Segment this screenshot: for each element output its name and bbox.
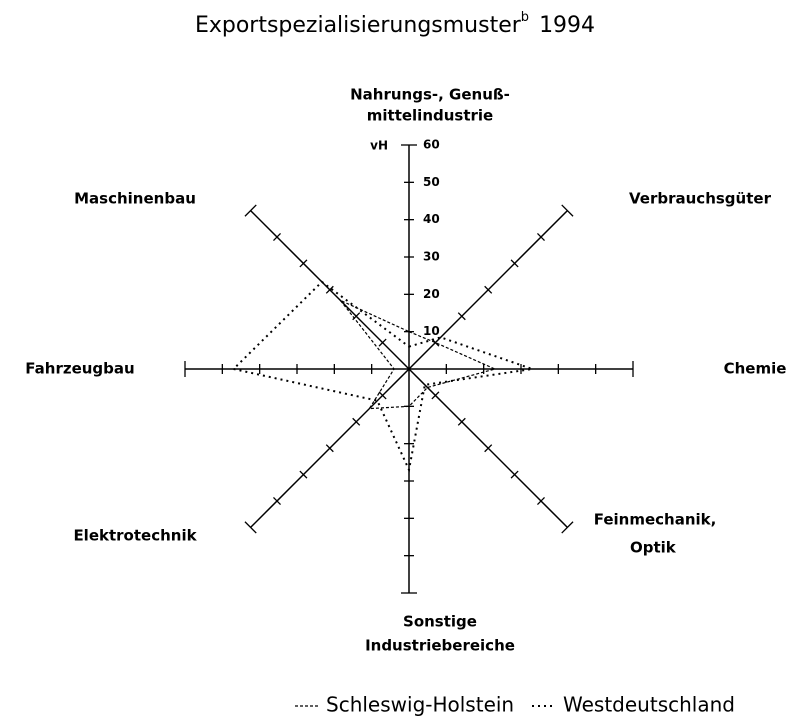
- legend-label: Schleswig-Holstein: [326, 693, 514, 717]
- title-superscript: b: [521, 10, 529, 25]
- tick-mark: [561, 204, 574, 217]
- tick-mark: [244, 521, 257, 534]
- axis-label: Sonstige: [403, 613, 477, 631]
- tick-mark: [378, 391, 387, 400]
- tick-mark: [273, 233, 282, 242]
- tick-label: 40: [423, 212, 440, 226]
- tick-mark: [536, 496, 545, 505]
- axis-label: Industriebereiche: [365, 637, 515, 655]
- tick-mark: [244, 204, 257, 217]
- tick-mark: [325, 444, 334, 453]
- axis-label: Feinmechanik,: [594, 511, 717, 529]
- series-line: [339, 299, 497, 410]
- tick-mark: [484, 285, 493, 294]
- tick-label: 50: [423, 175, 440, 189]
- tick-label: 60: [423, 138, 440, 152]
- tick-mark: [536, 233, 545, 242]
- chart-title: Exportspezialisierungsmusterb 1994: [195, 10, 595, 39]
- tick-mark: [299, 470, 308, 479]
- tick-mark: [431, 391, 440, 400]
- axis-label: Chemie: [724, 360, 787, 378]
- tick-mark: [510, 259, 519, 268]
- tick-label: 20: [423, 287, 440, 301]
- series-line: [231, 280, 533, 474]
- axis-label: Maschinenbau: [74, 190, 196, 208]
- tick-label: 30: [423, 250, 440, 264]
- axis-label: Fahrzeugbau: [25, 360, 134, 378]
- axis-label: mittelindustrie: [367, 107, 493, 125]
- tick-mark: [484, 444, 493, 453]
- tick-mark: [510, 470, 519, 479]
- tick-mark: [378, 338, 387, 347]
- legend-label: Westdeutschland: [563, 693, 735, 717]
- title-year: 1994: [539, 13, 595, 38]
- tick-mark: [561, 521, 574, 534]
- axis-label: Verbrauchsgüter: [629, 190, 772, 208]
- unit-label: vH: [370, 139, 388, 153]
- tick-label: 10: [423, 324, 440, 338]
- axis-label: Nahrungs-, Genuß-: [350, 86, 510, 104]
- tick-mark: [325, 285, 334, 294]
- tick-mark: [299, 259, 308, 268]
- tick-mark: [457, 312, 466, 321]
- axis-label: Elektrotechnik: [73, 527, 197, 545]
- title-text: Exportspezialisierungsmuster: [195, 13, 522, 38]
- tick-mark: [273, 496, 282, 505]
- axis-label: Optik: [630, 539, 677, 557]
- tick-mark: [352, 417, 361, 426]
- tick-mark: [457, 417, 466, 426]
